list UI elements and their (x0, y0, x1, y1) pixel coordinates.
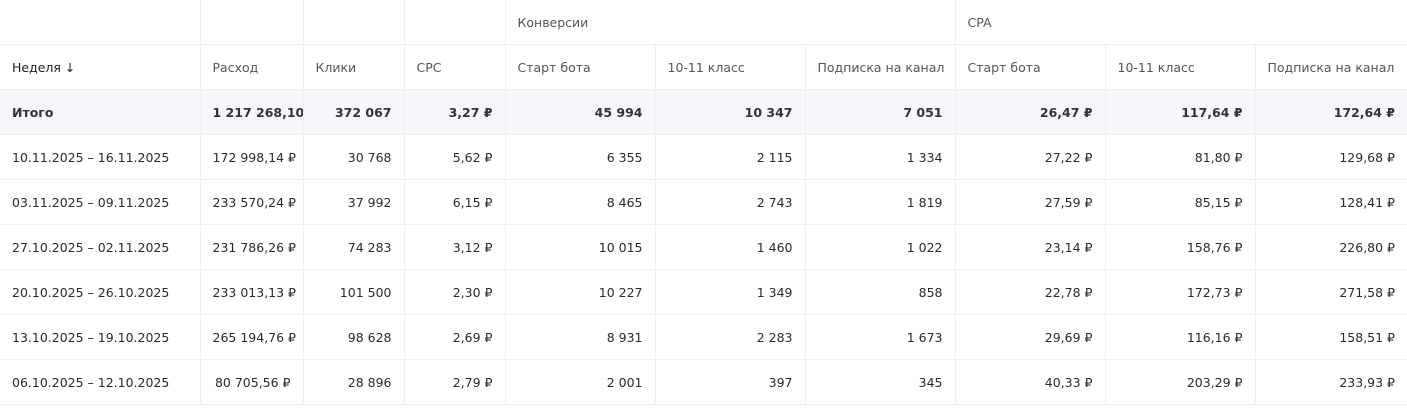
cell-clicks: 372 067 (302, 89, 405, 135)
group-empty (199, 0, 304, 45)
cell-cpa-channel-sub: 271,58 ₽ (1254, 269, 1407, 315)
cell-cpa-channel-sub: 172,64 ₽ (1254, 89, 1407, 135)
column-header-cpa-channel-sub[interactable]: Подписка на канал (1254, 44, 1407, 90)
cell-conv-grade-10-11: 2 283 (654, 314, 806, 360)
cell-clicks: 28 896 (302, 359, 405, 405)
cell-cpa-bot-start: 26,47 ₽ (954, 89, 1106, 135)
cell-cpa-bot-start: 23,14 ₽ (954, 224, 1106, 270)
cell-clicks: 37 992 (302, 179, 405, 225)
column-header-conv-bot-start[interactable]: Старт бота (504, 44, 656, 90)
cell-cpc: 2,69 ₽ (403, 314, 506, 360)
cell-conv-grade-10-11: 397 (654, 359, 806, 405)
cell-cpa-grade-10-11: 158,76 ₽ (1104, 224, 1256, 270)
table-row: 10.11.2025 – 16.11.2025 172 998,14 ₽30 76… (0, 134, 1407, 180)
table-row: 03.11.2025 – 09.11.2025 233 570,24 ₽37 99… (0, 179, 1407, 225)
table-row: 27.10.2025 – 02.11.2025 231 786,26 ₽74 28… (0, 224, 1407, 270)
table-row: 06.10.2025 – 12.10.2025 80 705,56 ₽28 896… (0, 359, 1407, 405)
cell-cpc: 3,27 ₽ (403, 89, 506, 135)
cell-conv-channel-sub: 1 673 (804, 314, 956, 360)
cell-cpa-bot-start: 40,33 ₽ (954, 359, 1106, 405)
cell-conv-bot-start: 10 227 (504, 269, 656, 315)
cell-cpc: 5,62 ₽ (403, 134, 506, 180)
cell-conv-grade-10-11: 1 349 (654, 269, 806, 315)
column-header-conv-grade-10-11[interactable]: 10-11 класс (654, 44, 806, 90)
cell-cpc: 2,30 ₽ (403, 269, 506, 315)
column-header-week[interactable]: Неделя ↓ (0, 44, 201, 90)
cell-conv-channel-sub: 345 (804, 359, 956, 405)
cell-conv-grade-10-11: 2 115 (654, 134, 806, 180)
cell-clicks: 101 500 (302, 269, 405, 315)
cell-conv-grade-10-11: 10 347 (654, 89, 806, 135)
cell-spend: 233 013,13 ₽ (199, 269, 304, 315)
cell-week: 20.10.2025 – 26.10.2025 (0, 269, 201, 315)
column-header-spend[interactable]: Расход (199, 44, 304, 90)
cell-spend: 172 998,14 ₽ (199, 134, 304, 180)
column-header-cpc[interactable]: CPC (403, 44, 506, 90)
cell-cpa-grade-10-11: 81,80 ₽ (1104, 134, 1256, 180)
cell-cpa-bot-start: 22,78 ₽ (954, 269, 1106, 315)
cell-cpa-grade-10-11: 203,29 ₽ (1104, 359, 1256, 405)
cell-cpa-channel-sub: 226,80 ₽ (1254, 224, 1407, 270)
column-header-cpa-grade-10-11[interactable]: 10-11 класс (1104, 44, 1256, 90)
cell-conv-channel-sub: 858 (804, 269, 956, 315)
cell-cpa-bot-start: 27,59 ₽ (954, 179, 1106, 225)
cell-conv-grade-10-11: 1 460 (654, 224, 806, 270)
cell-conv-bot-start: 6 355 (504, 134, 656, 180)
group-empty (302, 0, 405, 45)
cell-cpc: 3,12 ₽ (403, 224, 506, 270)
cell-cpa-channel-sub: 128,41 ₽ (1254, 179, 1407, 225)
column-header-conv-channel-sub[interactable]: Подписка на канал (804, 44, 956, 90)
cell-clicks: 98 628 (302, 314, 405, 360)
cell-week: 06.10.2025 – 12.10.2025 (0, 359, 201, 405)
cell-conv-channel-sub: 7 051 (804, 89, 956, 135)
cell-cpa-grade-10-11: 85,15 ₽ (1104, 179, 1256, 225)
cell-conv-channel-sub: 1 022 (804, 224, 956, 270)
cell-conv-bot-start: 10 015 (504, 224, 656, 270)
cell-conv-bot-start: 45 994 (504, 89, 656, 135)
cell-clicks: 74 283 (302, 224, 405, 270)
cell-cpa-bot-start: 27,22 ₽ (954, 134, 1106, 180)
cell-cpa-grade-10-11: 116,16 ₽ (1104, 314, 1256, 360)
cell-conv-channel-sub: 1 334 (804, 134, 956, 180)
cell-cpa-grade-10-11: 172,73 ₽ (1104, 269, 1256, 315)
group-cpa: CPA (954, 0, 1407, 45)
column-header-cpa-bot-start[interactable]: Старт бота (954, 44, 1106, 90)
group-empty (0, 0, 201, 45)
cell-week: 13.10.2025 – 19.10.2025 (0, 314, 201, 360)
cell-spend: 231 786,26 ₽ (199, 224, 304, 270)
cell-cpc: 6,15 ₽ (403, 179, 506, 225)
cell-cpc: 2,79 ₽ (403, 359, 506, 405)
group-conversions: Конверсии (504, 0, 956, 45)
cell-spend: 1 217 268,10 ₽ (199, 89, 304, 135)
cell-cpa-channel-sub: 158,51 ₽ (1254, 314, 1407, 360)
column-header-clicks[interactable]: Клики (302, 44, 405, 90)
cell-conv-bot-start: 8 931 (504, 314, 656, 360)
group-empty (403, 0, 506, 45)
column-header-row: Неделя ↓ Расход Клики CPC Старт бота 10-11 кл… (0, 44, 1407, 90)
cell-conv-bot-start: 8 465 (504, 179, 656, 225)
table-row: 13.10.2025 – 19.10.2025 265 194,76 ₽98 62… (0, 314, 1407, 360)
cell-week: 10.11.2025 – 16.11.2025 (0, 134, 201, 180)
cell-cpa-channel-sub: 233,93 ₽ (1254, 359, 1407, 405)
cell-clicks: 30 768 (302, 134, 405, 180)
cell-conv-bot-start: 2 001 (504, 359, 656, 405)
table-row: 20.10.2025 – 26.10.2025 233 013,13 ₽101 5… (0, 269, 1407, 315)
cell-spend: 80 705,56 ₽ (199, 359, 304, 405)
cell-cpa-grade-10-11: 117,64 ₽ (1104, 89, 1256, 135)
cell-cpa-channel-sub: 129,68 ₽ (1254, 134, 1407, 180)
cell-conv-channel-sub: 1 819 (804, 179, 956, 225)
cell-conv-grade-10-11: 2 743 (654, 179, 806, 225)
cell-week: 27.10.2025 – 02.11.2025 (0, 224, 201, 270)
cell-spend: 233 570,24 ₽ (199, 179, 304, 225)
group-header-row: Конверсии CPA (0, 0, 1407, 45)
cell-cpa-bot-start: 29,69 ₽ (954, 314, 1106, 360)
cell-spend: 265 194,76 ₽ (199, 314, 304, 360)
cell-week: 03.11.2025 – 09.11.2025 (0, 179, 201, 225)
cell-week: Итого (0, 89, 201, 135)
